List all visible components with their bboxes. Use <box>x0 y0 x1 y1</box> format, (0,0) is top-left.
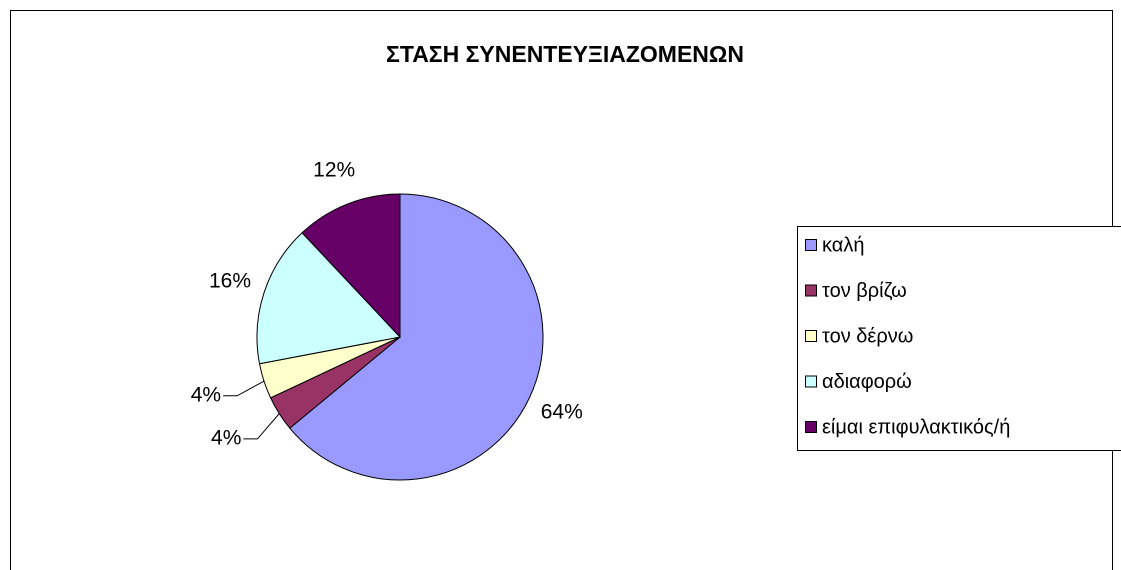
data-label: 12% <box>313 158 355 181</box>
legend-label: τον δέρνω <box>822 325 913 347</box>
pie-slice <box>289 193 544 481</box>
legend-swatch <box>805 284 817 297</box>
legend-swatch <box>805 330 817 342</box>
pie-slice <box>301 193 401 339</box>
legend-label: τον βρίζω <box>822 280 907 302</box>
leader-line <box>223 380 265 397</box>
data-label: 4% <box>191 383 221 406</box>
data-label: 4% <box>211 426 241 449</box>
data-label: 16% <box>209 269 251 292</box>
leader-line <box>243 413 280 440</box>
legend-swatch <box>805 375 817 388</box>
legend-label: αδιαφορώ <box>822 371 912 393</box>
legend-swatch <box>805 239 817 251</box>
legend-swatch <box>805 421 817 433</box>
data-label: 64% <box>541 401 583 424</box>
legend-label: είμαι επιφυλακτικός/ή <box>822 416 1010 438</box>
legend-label: καλή <box>822 234 864 256</box>
chart-title: ΣΤΑΣΗ ΣΥΝΕΝΤΕΥΞΙΑΖΟΜΕΝΩΝ <box>386 41 744 67</box>
legend-box <box>797 226 1121 451</box>
pie-slice <box>256 232 401 365</box>
